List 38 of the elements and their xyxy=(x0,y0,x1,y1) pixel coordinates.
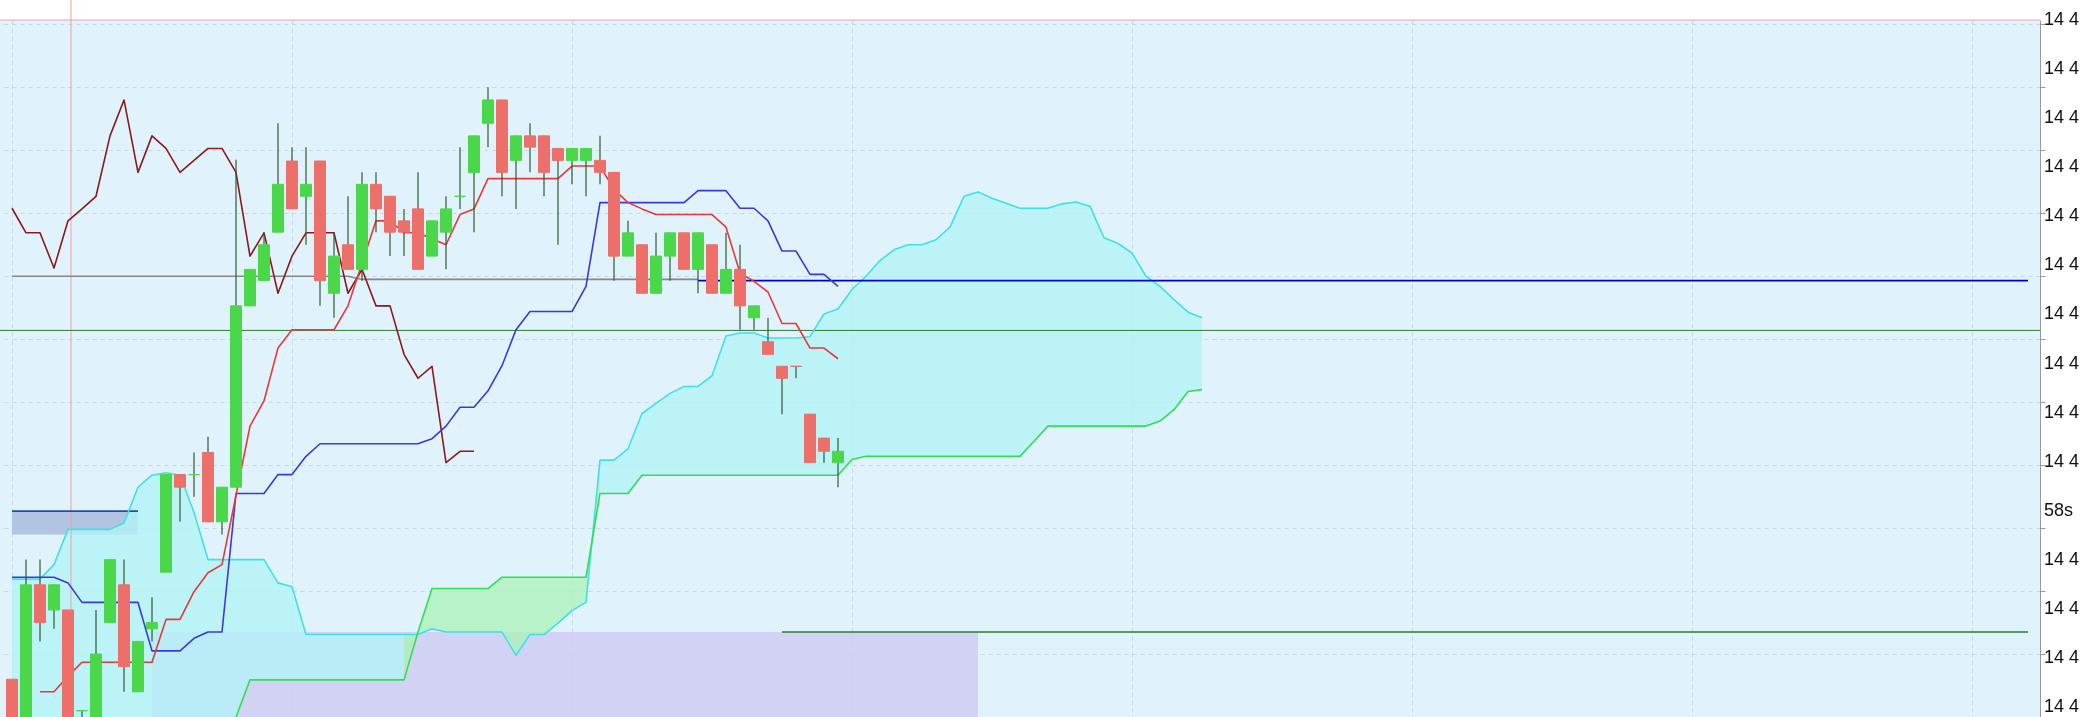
text: 14 4 xyxy=(2044,548,2080,569)
candlestick xyxy=(594,135,606,185)
candlestick xyxy=(300,146,312,246)
candlestick xyxy=(454,146,466,210)
candlestick xyxy=(748,305,760,331)
text: 14 4 xyxy=(2044,205,2080,226)
candlestick xyxy=(622,220,634,257)
candlestick xyxy=(580,147,592,197)
candlestick xyxy=(440,195,452,270)
candlestick xyxy=(762,317,774,355)
candlestick xyxy=(720,232,732,294)
text: 14 4 xyxy=(2044,58,2080,79)
text: 14 4 xyxy=(2044,254,2080,275)
candlestick xyxy=(832,437,844,488)
candlestick xyxy=(552,147,564,246)
candlestick xyxy=(818,437,830,464)
candlestick xyxy=(398,208,410,257)
text: 14 4 xyxy=(2044,646,2080,667)
text: 14 4 xyxy=(2044,597,2080,618)
candlestick xyxy=(566,147,578,185)
text: 14 4 xyxy=(2044,696,2080,716)
text: 14 4 xyxy=(2044,303,2080,324)
text: 14 4 xyxy=(2044,450,2080,471)
candlestick xyxy=(524,122,536,173)
text: 14 4 xyxy=(2044,401,2080,422)
candlestick xyxy=(482,86,494,148)
text: 14 4 xyxy=(2044,9,2080,29)
candlestick xyxy=(188,451,200,498)
candlestick xyxy=(664,232,676,282)
text: 58s xyxy=(2044,499,2074,520)
candlestick xyxy=(790,365,802,379)
text: 14 4 xyxy=(2044,156,2080,177)
candlestick xyxy=(776,365,788,415)
candlestick xyxy=(76,710,88,717)
candlestick xyxy=(146,596,158,643)
candlestick xyxy=(174,473,186,523)
text: 14 4 xyxy=(2044,107,2080,128)
text: 14 4 xyxy=(2044,352,2080,373)
